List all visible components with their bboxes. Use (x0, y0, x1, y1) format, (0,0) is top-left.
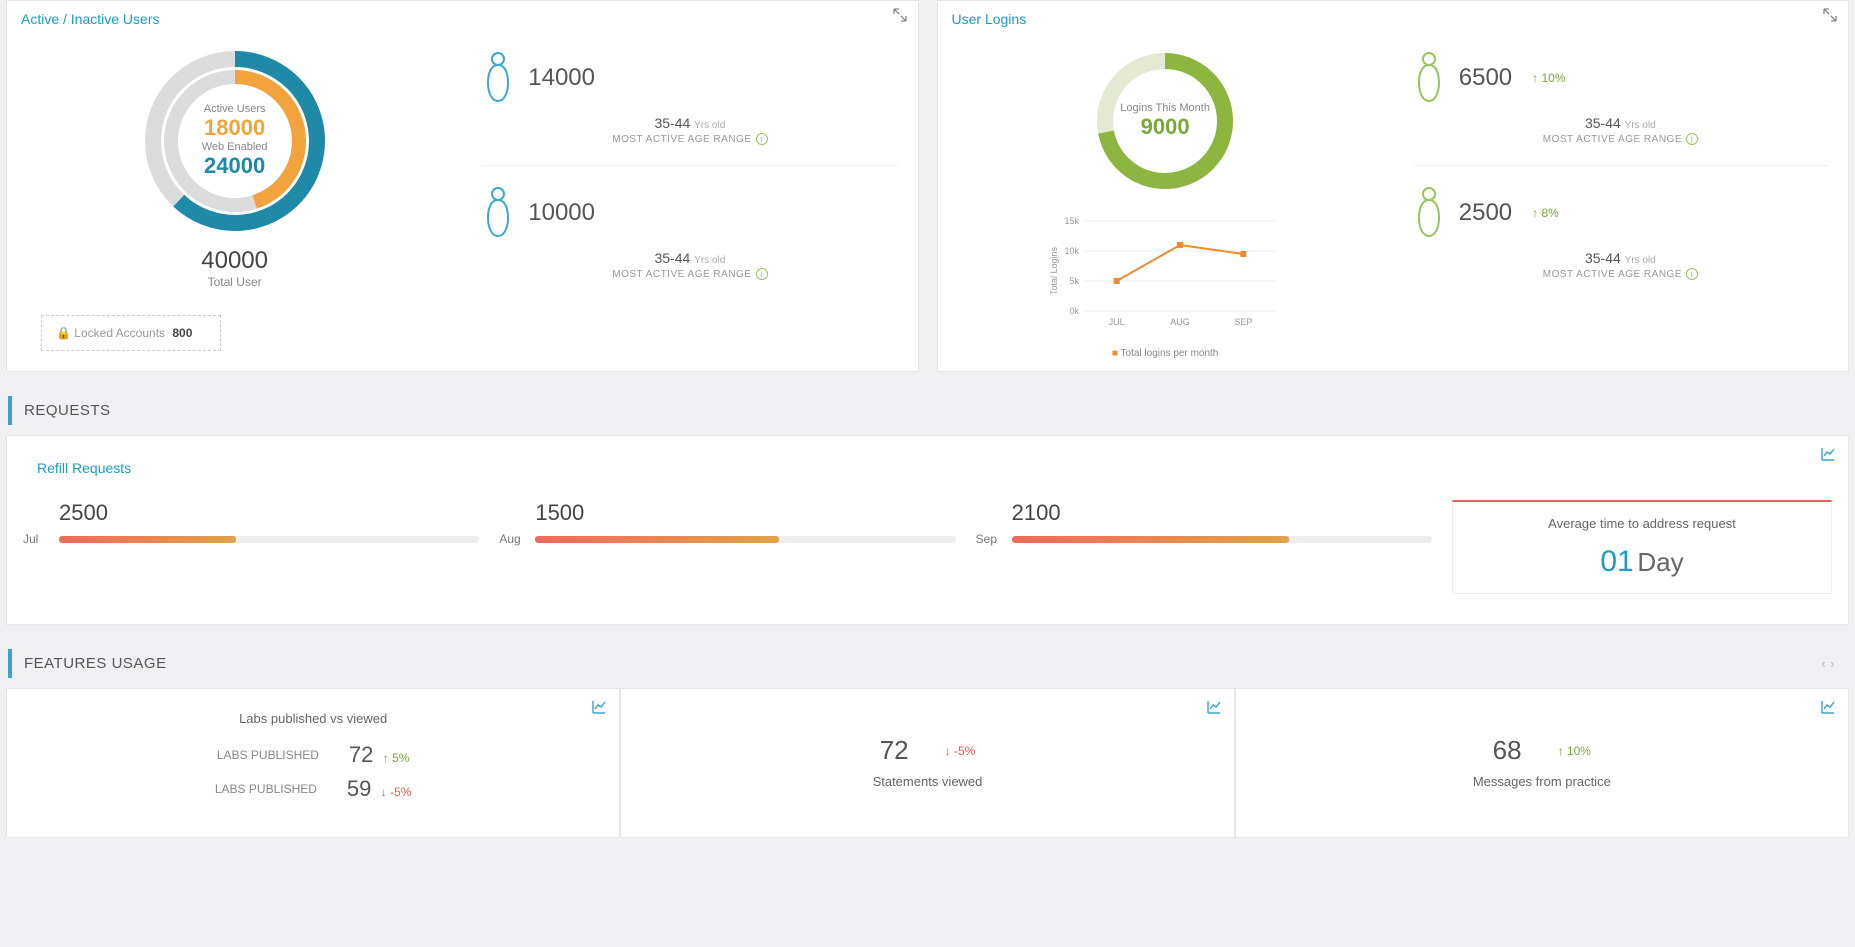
nav-arrows[interactable]: ‹ › (1821, 656, 1835, 671)
panel-title: Active / Inactive Users (7, 1, 918, 31)
messages-feature-card: 68 ↑ 10% Messages from practice (1235, 688, 1849, 838)
refill-requests-panel: Refill Requests 2500Jul1500Aug2100Sep Av… (6, 435, 1849, 625)
logins-line-chart: 0k5k10k15kTotal LoginsJULAUGSEP ■ Total … (1045, 211, 1285, 351)
person-icon (1413, 51, 1445, 105)
person-icon (1413, 186, 1445, 240)
trend-up-icon: ↑ 10% (1558, 744, 1591, 758)
svg-text:10k: 10k (1065, 246, 1080, 256)
expand-icon[interactable] (1822, 7, 1838, 23)
info-icon[interactable]: i (756, 133, 768, 145)
logins-donut-chart: Logins This Month 9000 (1085, 41, 1245, 201)
trend-up-icon: ↑ 5% (383, 751, 410, 765)
user-logins-panel: User Logins Logins This Month 9000 0k 5k 1… (937, 0, 1850, 372)
chart-icon[interactable] (1820, 446, 1836, 465)
svg-text:15k: 15k (1065, 216, 1080, 226)
total-users-value: 40000 (27, 247, 442, 275)
info-icon[interactable]: i (1686, 133, 1698, 145)
trend-up-icon: ↑ 8% (1532, 206, 1559, 220)
expand-icon[interactable] (892, 7, 908, 23)
average-time-box: Average time to address request 01 Day (1452, 500, 1832, 594)
refill-bar: 2100Sep (976, 500, 1432, 594)
refill-bar: 2500Jul (23, 500, 479, 594)
svg-text:AUG: AUG (1170, 317, 1190, 327)
stat-block: 10000 35-44 Yrs old MOST ACTIVE AGE RANG… (482, 176, 897, 300)
svg-text:0k: 0k (1070, 306, 1080, 316)
svg-text:JUL: JUL (1109, 317, 1125, 327)
active-inactive-users-panel: Active / Inactive Users Active Users 180… (6, 0, 919, 372)
locked-accounts-box: 🔒 Locked Accounts 800 (41, 315, 221, 351)
chart-icon[interactable] (1206, 699, 1222, 718)
refill-bar: 1500Aug (499, 500, 955, 594)
svg-text:SEP: SEP (1234, 317, 1252, 327)
stat-block: 2500 ↑ 8% 35-44 Yrs old MOST ACTIVE AGE … (1413, 176, 1828, 300)
users-donut-chart: Active Users 18000 Web Enabled 24000 (135, 41, 335, 241)
person-icon (482, 186, 514, 240)
trend-down-icon: ↓ -5% (381, 785, 412, 799)
chart-icon[interactable] (591, 699, 607, 718)
svg-text:5k: 5k (1070, 276, 1080, 286)
panel-title: Refill Requests (23, 450, 1832, 480)
person-icon (482, 51, 514, 105)
lock-icon: 🔒 (56, 326, 71, 340)
chart-icon[interactable] (1820, 699, 1836, 718)
info-icon[interactable]: i (1686, 268, 1698, 280)
trend-up-icon: ↑ 10% (1532, 71, 1565, 85)
stat-block: 14000 35-44 Yrs old MOST ACTIVE AGE RANG… (482, 41, 897, 166)
stat-block: 6500 ↑ 10% 35-44 Yrs old MOST ACTIVE AGE… (1413, 41, 1828, 166)
svg-text:Total Logins: Total Logins (1049, 246, 1059, 295)
info-icon[interactable]: i (756, 268, 768, 280)
section-header-features: FEATURES USAGE ‹ › (8, 649, 1847, 678)
labs-feature-card: Labs published vs viewed LABS PUBLISHED … (6, 688, 620, 838)
panel-title: User Logins (938, 1, 1849, 31)
section-header-requests: REQUESTS (8, 396, 1847, 425)
statements-feature-card: 72 ↓ -5% Statements viewed (620, 688, 1234, 838)
trend-down-icon: ↓ -5% (945, 744, 976, 758)
